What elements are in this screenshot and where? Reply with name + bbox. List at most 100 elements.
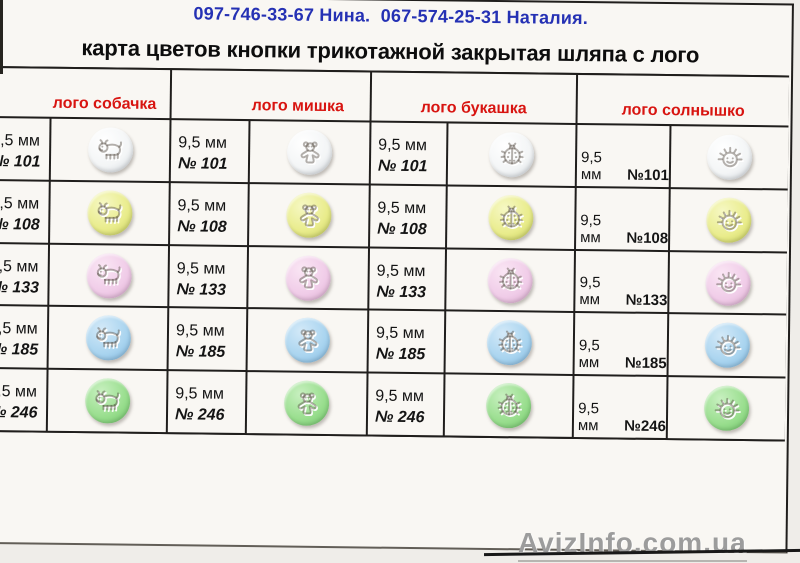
bear-logo-icon xyxy=(299,203,320,228)
button-cell-bear-185 xyxy=(247,309,368,372)
article-number: №133 xyxy=(625,291,668,309)
button-swatch-sun-185 xyxy=(704,322,751,369)
button-swatch-sun-108 xyxy=(706,197,752,244)
size-label: 9,5 мм xyxy=(176,260,226,278)
label-cell-dog-246: 9,5 мм № 246 xyxy=(0,368,47,431)
article-number: №108 xyxy=(626,229,669,247)
article-number: №185 xyxy=(624,354,667,372)
button-swatch-bug-185 xyxy=(486,319,533,366)
column-header-label: лого букашка xyxy=(420,99,527,118)
article-number: № 101 xyxy=(377,157,428,176)
button-cell-sun-246 xyxy=(667,377,786,440)
size-label: 9,5 мм xyxy=(178,134,228,153)
button-swatch-bear-108 xyxy=(286,192,332,239)
article-number: № 246 xyxy=(174,406,225,424)
bear-logo-icon xyxy=(298,266,320,291)
column-header-sun: лого солнышко xyxy=(577,74,790,126)
bear-logo-icon xyxy=(296,391,318,416)
bug-logo-icon xyxy=(497,392,522,417)
button-cell-bug-108 xyxy=(447,186,575,249)
size-label: 9,5 мм xyxy=(0,257,39,276)
size-label: 9,5 мм xyxy=(375,388,425,406)
article-number: № 185 xyxy=(375,345,426,364)
button-swatch-sun-133 xyxy=(705,260,751,306)
button-swatch-dog-101 xyxy=(87,127,133,173)
button-swatch-dog-108 xyxy=(86,190,133,236)
button-cell-bug-133 xyxy=(446,249,574,311)
dog-logo-icon xyxy=(95,389,121,412)
button-cell-sun-185 xyxy=(668,314,787,377)
button-cell-dog-101 xyxy=(50,118,170,182)
button-cell-dog-108 xyxy=(50,181,169,245)
sun-logo-icon xyxy=(717,146,744,169)
button-swatch-bug-101 xyxy=(488,131,535,178)
button-swatch-bear-101 xyxy=(286,129,333,176)
size-label: 9,5 мм xyxy=(579,274,601,308)
size-label: 9,5 мм xyxy=(376,262,426,281)
label-cell-bear-246: 9,5 мм № 246 xyxy=(167,371,246,434)
button-swatch-bear-246 xyxy=(283,380,330,427)
label-cell-sun-133: 9,5 мм №133 xyxy=(575,250,668,313)
button-cell-sun-101 xyxy=(670,126,789,189)
label-cell-bear-185: 9,5 мм № 185 xyxy=(168,308,247,371)
sun-logo-icon xyxy=(716,209,743,232)
size-label: 9,5 мм xyxy=(375,325,425,343)
color-table: лого собачка лого мишка лого букашка лого с… xyxy=(0,65,790,442)
label-cell-sun-108: 9,5 мм №108 xyxy=(576,187,669,251)
column-header-dog: лого собачка xyxy=(0,67,171,119)
label-cell-bug-246: 9,5 мм № 246 xyxy=(367,373,444,436)
button-cell-bear-133 xyxy=(248,247,369,309)
size-label: 9,5 мм xyxy=(0,132,41,151)
scan-edge-artifact xyxy=(0,0,3,74)
size-label: 9,5 мм xyxy=(175,385,225,404)
label-cell-bear-133: 9,5 мм № 133 xyxy=(169,246,248,308)
size-label: 9,5 мм xyxy=(577,400,600,434)
bug-logo-icon xyxy=(497,329,523,354)
button-swatch-dog-246 xyxy=(84,378,130,424)
label-cell-bug-185: 9,5 мм № 185 xyxy=(368,310,445,373)
button-swatch-dog-133 xyxy=(85,252,132,299)
label-cell-dog-185: 9,5 мм № 185 xyxy=(0,305,48,368)
button-cell-bug-246 xyxy=(444,374,573,437)
dog-logo-icon xyxy=(97,201,123,224)
label-cell-dog-133: 9,5 мм № 133 xyxy=(0,243,49,305)
button-cell-sun-108 xyxy=(670,189,788,252)
size-label: 9,5 мм xyxy=(378,137,428,155)
page-title: карта цветов кнопки трикотажной закрытая… xyxy=(81,35,700,68)
button-cell-bear-246 xyxy=(246,372,367,435)
bear-logo-icon xyxy=(299,140,321,165)
button-swatch-bug-108 xyxy=(488,194,534,241)
size-label: 9,5 мм xyxy=(0,383,38,401)
button-swatch-dog-185 xyxy=(85,315,131,361)
size-label: 9,5 мм xyxy=(175,322,225,341)
size-label: 9,5 мм xyxy=(0,320,38,338)
article-number: № 133 xyxy=(0,278,40,297)
bear-logo-icon xyxy=(297,328,319,353)
button-swatch-sun-101 xyxy=(706,134,753,181)
article-number: №101 xyxy=(627,166,669,184)
column-header-bug: лого букашка xyxy=(371,72,577,123)
button-cell-dog-246 xyxy=(47,369,167,433)
button-cell-bug-101 xyxy=(447,123,576,186)
button-cell-sun-133 xyxy=(669,252,787,314)
size-label: 9,5 мм xyxy=(580,212,602,246)
sun-logo-icon xyxy=(714,334,742,357)
button-cell-dog-185 xyxy=(48,306,168,370)
button-swatch-sun-246 xyxy=(703,385,750,432)
bug-logo-icon xyxy=(498,267,524,292)
article-number: №246 xyxy=(624,417,667,435)
label-cell-sun-185: 9,5 мм №185 xyxy=(574,312,668,376)
button-cell-bear-101 xyxy=(249,121,370,184)
watermark: AvizInfo.com.ua xyxy=(518,527,747,562)
size-label: 9,5 мм xyxy=(0,195,40,214)
button-swatch-bear-133 xyxy=(285,255,331,301)
sun-logo-icon xyxy=(714,397,741,420)
article-number: № 108 xyxy=(177,218,227,236)
column-header-bear: лого мишка xyxy=(171,70,371,121)
size-label: 9,5 мм xyxy=(578,337,600,371)
button-swatch-bug-246 xyxy=(485,382,532,429)
button-swatch-bug-133 xyxy=(487,257,533,303)
sun-logo-icon xyxy=(715,271,743,294)
button-cell-bug-185 xyxy=(445,311,574,374)
